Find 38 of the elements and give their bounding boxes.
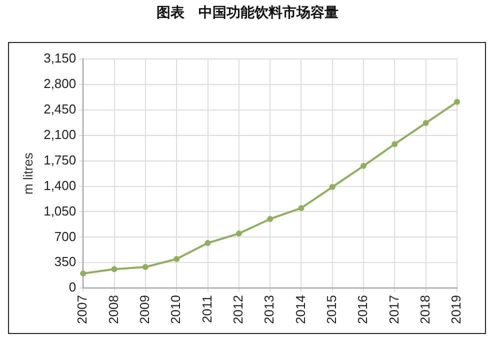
point xyxy=(142,264,148,270)
point xyxy=(267,216,274,222)
y-tick-label: 2,450 xyxy=(44,101,76,116)
x-tick-label: 2010 xyxy=(168,295,184,324)
x-tick-label: 2015 xyxy=(324,295,339,324)
x-tick-label: 2008 xyxy=(106,295,121,324)
x-tick-label: 2013 xyxy=(262,295,277,324)
x-tick-label: 2019 xyxy=(448,295,464,324)
chart-title: 图表 中国功能饮料市场容量 xyxy=(156,4,340,22)
x-tick-label: 2017 xyxy=(386,295,402,324)
point xyxy=(298,205,304,212)
point xyxy=(422,120,429,126)
y-tick-label: 1,400 xyxy=(44,178,76,193)
x-tick-label: 2007 xyxy=(74,295,90,324)
x-tick-label: 2009 xyxy=(137,295,152,324)
x-tick-label: 2016 xyxy=(355,295,370,324)
point xyxy=(174,256,180,262)
y-tick-label: 2,100 xyxy=(44,126,76,142)
point xyxy=(360,162,367,169)
y-tick-label: 1,050 xyxy=(44,203,76,218)
point xyxy=(454,98,460,105)
point xyxy=(80,270,86,277)
point xyxy=(329,184,336,190)
y-tick-label: 2,800 xyxy=(44,76,76,92)
x-tick-label: 2012 xyxy=(230,295,246,324)
point xyxy=(111,266,118,272)
x-tick-label: 2014 xyxy=(292,295,308,324)
x-tick-label: 2011 xyxy=(199,295,214,324)
y-tick-label: 0 xyxy=(68,280,76,295)
x-tick-label: 2018 xyxy=(417,295,432,324)
y-tick-label: 3,150 xyxy=(44,50,76,66)
point xyxy=(236,230,242,237)
point xyxy=(392,141,398,148)
y-tick-label: 700 xyxy=(54,228,76,244)
y-axis-title: m litres xyxy=(20,152,36,194)
y-tick-label: 350 xyxy=(54,254,76,270)
point xyxy=(204,240,211,246)
y-tick-label: 1,750 xyxy=(44,152,76,168)
